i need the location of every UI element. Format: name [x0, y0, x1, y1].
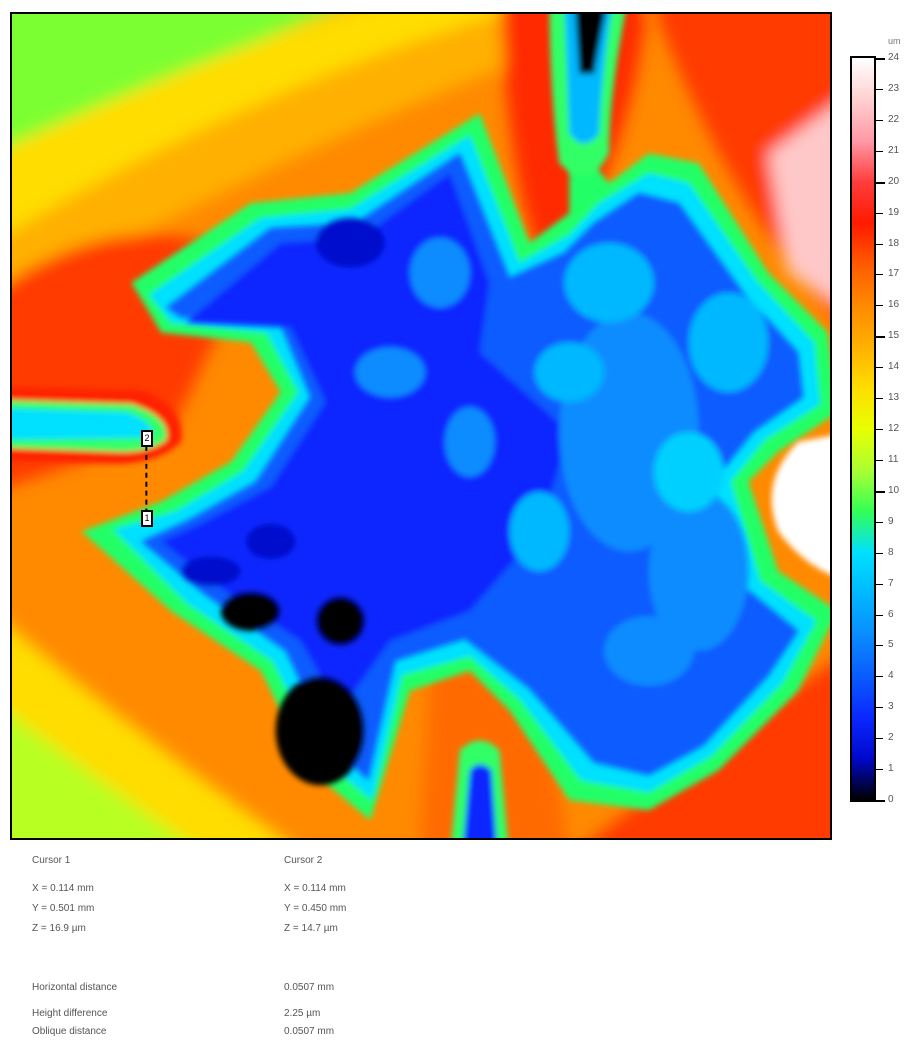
cursor-1-z: Z = 16.9 µm [32, 923, 86, 934]
scale-tick [876, 212, 883, 214]
scale-tick [876, 88, 883, 90]
measurement-values: 0.0507 mm 2.25 µm 0.0507 mm [284, 982, 334, 1038]
scale-tick-label: 15 [888, 330, 900, 342]
scale-tick [876, 614, 883, 616]
scale-tick-label: 17 [888, 268, 900, 280]
cursor-2-panel: Cursor 2 X = 0.114 mm Y = 0.450 mm Z = 1… [284, 855, 346, 935]
scale-tick [876, 429, 883, 430]
scale-tick-label: 24 [888, 52, 900, 63]
scale-tick-label: 13 [888, 392, 900, 404]
cursor-2-marker[interactable]: 2 [141, 430, 153, 447]
scale-tick [876, 398, 883, 400]
cursor-2-title: Cursor 2 [284, 855, 323, 866]
scale-tick-label: 2 [888, 732, 894, 744]
scale-tick [876, 707, 883, 709]
scale-tick-label: 7 [888, 577, 894, 589]
cursor-2-z: Z = 14.7 µm [284, 923, 338, 934]
scale-tick [876, 583, 883, 585]
scale-tick [876, 521, 883, 523]
scale-tick [876, 367, 883, 369]
cursor-1-marker[interactable]: 1 [141, 510, 153, 527]
scale-tick-label: 3 [888, 701, 894, 713]
scale-tick [876, 459, 883, 461]
height-map-image [12, 14, 830, 838]
scale-tick [876, 490, 885, 493]
cursor-1-title: Cursor 1 [32, 855, 71, 866]
scale-tick [876, 552, 883, 554]
scale-tick [876, 274, 883, 276]
scale-tick-label: 21 [888, 144, 900, 156]
height-difference-label: Height difference [32, 1008, 108, 1019]
scale-tick-label: 20 [888, 175, 900, 187]
horizontal-distance-label: Horizontal distance [32, 982, 118, 993]
scale-tick-label: 4 [888, 670, 894, 682]
color-scale-bar [850, 56, 876, 802]
scale-tick-label: 14 [888, 361, 900, 373]
scale-tick-label: 11 [888, 453, 899, 465]
scale-unit: um [888, 36, 901, 46]
cursor-1-marker-label: 1 [144, 513, 150, 523]
scale-tick-label: 18 [888, 237, 900, 249]
scale-tick-label: 8 [888, 546, 894, 558]
height-difference-value: 2.25 µm [284, 1008, 321, 1019]
scale-tick [876, 58, 885, 60]
scale-tick [876, 150, 883, 152]
oblique-distance-value: 0.0507 mm [284, 1026, 335, 1037]
scale-tick-label: 9 [888, 515, 894, 527]
scale-tick-label: 6 [888, 608, 894, 620]
scale-tick [876, 305, 883, 307]
cursor-1-x: X = 0.114 mm [32, 883, 94, 894]
cursor-1-y: Y = 0.501 mm [32, 903, 95, 914]
scale-tick-label: 22 [888, 113, 900, 125]
scale-tick-label: 23 [888, 82, 900, 94]
horizontal-distance-value: 0.0507 mm [284, 982, 335, 993]
cursor-2-marker-label: 2 [144, 433, 150, 443]
scale-tick-label: 1 [888, 763, 894, 775]
scale-tick-label: 12 [888, 423, 900, 434]
scale-tick-label: 10 [888, 484, 900, 496]
scale-tick [876, 769, 883, 771]
scale-tick [876, 676, 883, 678]
scale-tick-label: 5 [888, 639, 894, 651]
cursor-1-panel: Cursor 1 X = 0.114 mm Y = 0.501 mm Z = 1… [32, 855, 94, 935]
height-map[interactable]: 2 1 [10, 12, 832, 840]
oblique-distance-label: Oblique distance [32, 1026, 107, 1037]
scale-tick-label: 19 [888, 206, 900, 218]
scale-tick [876, 119, 883, 121]
measurement-labels: Horizontal distance Height difference Ob… [32, 982, 117, 1038]
scale-tick [876, 645, 883, 647]
scale-tick [876, 738, 883, 740]
scale-tick [876, 243, 883, 245]
scale-tick [876, 181, 885, 184]
cursor-2-y: Y = 0.450 mm [284, 903, 347, 914]
scale-tick-label: 0 [888, 794, 894, 805]
scale-tick [876, 800, 885, 802]
scale-tick [876, 336, 885, 339]
scale-tick-label: 16 [888, 299, 900, 311]
cursor-2-x: X = 0.114 mm [284, 883, 346, 894]
